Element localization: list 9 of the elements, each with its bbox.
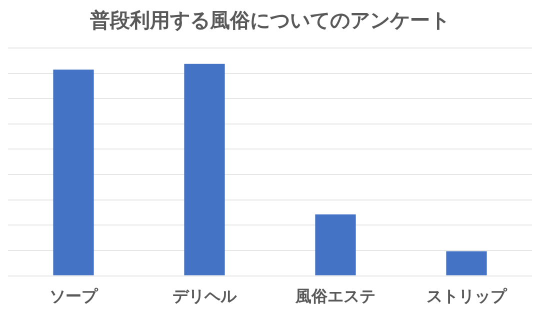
x-tick-label: ストリップ	[426, 286, 508, 306]
x-tick-label: ソープ	[50, 286, 98, 306]
bar	[315, 214, 356, 276]
x-tick-label: 風俗エステ	[294, 286, 376, 306]
bar	[53, 70, 94, 276]
bar	[446, 251, 487, 276]
x-tick-label: デリヘル	[172, 286, 238, 306]
bar	[184, 64, 225, 276]
chart-title: 普段利用する風俗についてのアンケート	[89, 8, 450, 32]
